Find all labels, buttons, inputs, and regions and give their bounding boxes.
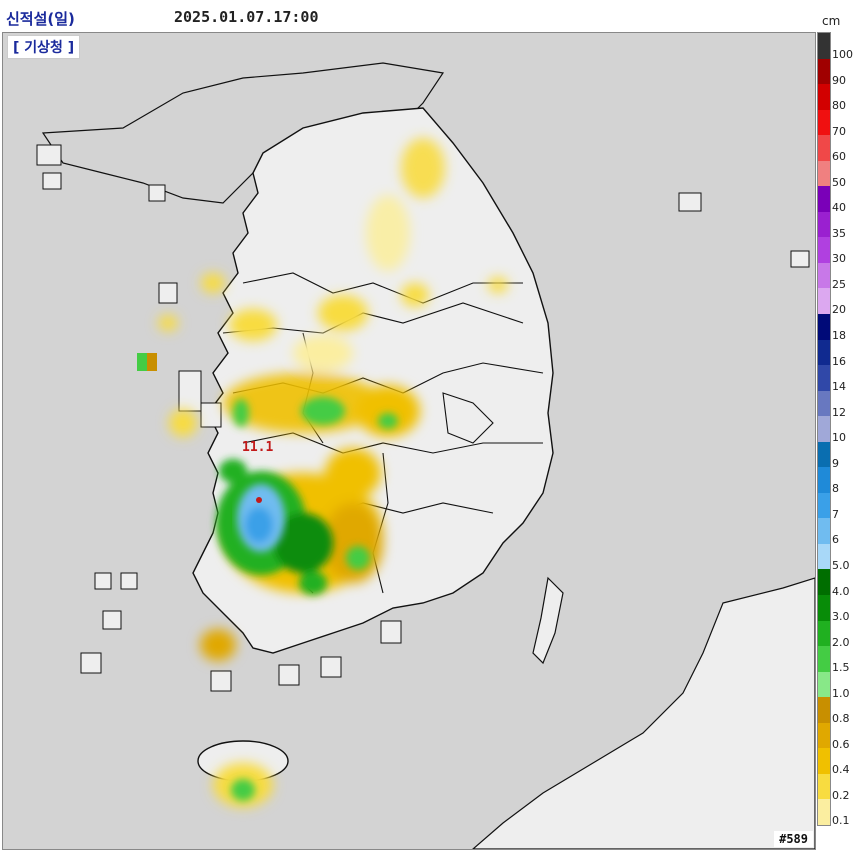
map-datetime: 2025.01.07.17:00	[174, 8, 319, 26]
legend-swatch	[818, 697, 830, 723]
legend-tick-label: 1.0	[832, 686, 850, 700]
legend-swatch	[818, 748, 830, 774]
legend-swatch	[818, 262, 830, 289]
legend-tick-label: 0.1	[832, 814, 850, 828]
legend-tick-label: 10	[832, 431, 846, 445]
legend-tick-label: 25	[832, 277, 846, 291]
legend-swatch	[818, 288, 830, 315]
legend-swatch	[818, 518, 830, 544]
legend-tick-label: 40	[832, 201, 846, 215]
legend-tick-label: 0.8	[832, 712, 850, 726]
legend-tick-label: 50	[832, 175, 846, 189]
legend-swatch	[818, 186, 830, 212]
legend-swatch	[818, 799, 830, 825]
legend-tick-label: 60	[832, 150, 846, 164]
legend-swatch	[818, 160, 830, 187]
legend-swatch	[818, 543, 830, 570]
map-code-badge: #589	[774, 831, 813, 847]
legend-color-bar	[817, 32, 831, 826]
legend-swatch	[818, 365, 830, 391]
legend-tick-label: 9	[832, 456, 839, 470]
legend-swatch	[818, 339, 830, 366]
legend-swatch	[818, 441, 830, 468]
legend-tick-label: 0.2	[832, 788, 850, 802]
agency-label: [ 기상청 ]	[7, 35, 81, 59]
legend-tick-label: 8	[832, 482, 839, 496]
legend-tick-label: 30	[832, 252, 846, 266]
legend-tick-label: 70	[832, 124, 846, 138]
legend-tick-label: 0.6	[832, 737, 850, 751]
legend-tick-label: 1.5	[832, 661, 850, 675]
legend-tick-label: 20	[832, 303, 846, 317]
legend-swatch	[818, 620, 830, 647]
legend-tick-label: 2.0	[832, 635, 850, 649]
legend-swatch	[818, 33, 830, 59]
map-title: 신적설(일)	[6, 10, 75, 28]
snowfall-shading	[137, 138, 508, 807]
legend-swatch	[818, 722, 830, 749]
legend-swatch	[818, 84, 830, 110]
legend-tick-label: 0.4	[832, 763, 850, 777]
legend-swatch	[818, 416, 830, 442]
peak-value-label: 11.1	[242, 440, 274, 455]
snowfall-map[interactable]: [ 기상청 ] #589	[2, 32, 816, 850]
legend-swatch	[818, 671, 830, 698]
legend-tick-label: 7	[832, 507, 839, 521]
legend-swatch	[818, 237, 830, 263]
legend-tick-label: 14	[832, 380, 846, 394]
map-canvas	[36, 62, 815, 849]
legend-swatch	[818, 467, 830, 493]
legend-tick-label: 4.0	[832, 584, 850, 598]
legend-swatch	[818, 135, 830, 161]
legend-swatch	[818, 492, 830, 519]
legend-tick-label: 3.0	[832, 610, 850, 624]
legend-tick-label: 6	[832, 533, 839, 547]
legend-swatch	[818, 109, 830, 136]
legend-swatch	[818, 569, 830, 596]
legend-tick-label: 35	[832, 226, 846, 240]
legend-tick-label: 16	[832, 354, 846, 368]
legend-tick-label: 5.0	[832, 558, 850, 572]
legend-swatch	[818, 646, 830, 672]
legend-swatch	[818, 595, 830, 621]
peak-marker-dot	[256, 497, 262, 503]
legend-tick-label: 80	[832, 99, 846, 113]
legend-unit: cm	[822, 14, 841, 28]
legend-swatch	[818, 211, 830, 238]
legend-swatch	[818, 58, 830, 85]
legend-tick-label: 100	[832, 47, 853, 61]
legend-tick-label: 18	[832, 329, 846, 343]
legend-swatch	[818, 390, 830, 417]
legend-tick-label: 90	[832, 73, 846, 87]
legend-swatch	[818, 773, 830, 800]
legend-tick-label: 12	[832, 405, 846, 419]
legend-labels: 100 90 80 70 60 50 40 35 30 25 20 18 16 14 12 10 9 8 7 6 5.0…	[832, 32, 860, 828]
legend-swatch	[818, 314, 830, 340]
